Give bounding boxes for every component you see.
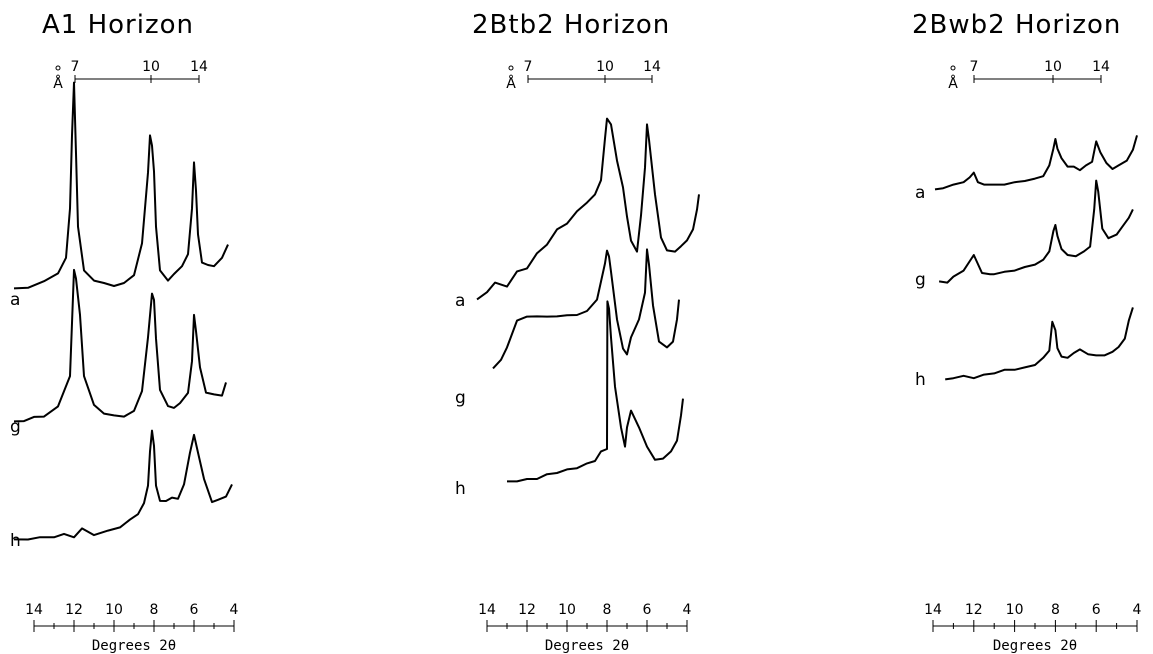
diffraction-trace-h [13,429,233,541]
x-axis-label: Degrees 2θ [545,638,629,654]
x-tick-label: 12 [518,602,536,618]
x-tick-label: 4 [683,602,692,618]
d-spacing-tick-label: 14 [1092,59,1110,75]
x-tick-label: 10 [558,602,576,618]
panel-title: A1 Horizon [42,10,194,40]
x-tick-label: 6 [190,602,199,618]
x-axis-label: Degrees 2θ [92,638,176,654]
x-tick-label: 8 [1051,602,1060,618]
panel-a1-horizon: A1 Horizon Å7 10 14 14 12 10 8 6 4 Degrees 2θ a g h [10,10,239,654]
panel-title: 2Btb2 Horizon [472,10,670,40]
diffraction-trace-g [13,268,227,423]
diffraction-trace-h [507,300,684,483]
diffraction-trace-h [945,307,1134,381]
sample-label: h [455,479,466,499]
angstrom-ring [950,65,956,71]
x-tick-label: 14 [478,602,496,618]
x-tick-label: 8 [603,602,612,618]
panel-2btb2-horizon: 2Btb2 Horizon Å7 10 14 14 12 10 8 6 4 Degrees 2θ a… [455,10,700,654]
sample-label: h [915,370,926,390]
d-spacing-tick-label: 14 [190,59,208,75]
x-tick-label: 12 [965,602,983,618]
d-spacing-unit: Å [506,75,516,92]
diffraction-trace-g [938,179,1134,284]
sample-label: g [10,417,21,437]
sample-label: a [455,291,465,311]
x-tick-label: 8 [150,602,159,618]
x-tick-label: 6 [1092,602,1101,618]
x-tick-label: 14 [924,602,942,618]
d-spacing-unit: Å [948,75,958,92]
sample-label: g [455,388,466,408]
sample-label: g [915,270,926,290]
x-tick-label: 14 [25,602,43,618]
d-spacing-tick-label: 7 [524,59,533,75]
x-tick-label: 4 [230,602,239,618]
x-tick-label: 6 [643,602,652,618]
sample-label: a [915,183,925,203]
d-spacing-tick-label: 10 [596,59,614,75]
x-tick-label: 10 [105,602,123,618]
d-spacing-unit: Å [53,75,63,92]
angstrom-ring [55,65,61,71]
diffraction-trace-a [13,81,229,290]
x-tick-label: 4 [1133,602,1142,618]
panel-title: 2Bwb2 Horizon [912,10,1121,40]
d-spacing-tick-label: 7 [970,59,979,75]
diffraction-trace-g [492,248,680,370]
x-tick-label: 10 [1006,602,1024,618]
d-spacing-tick-label: 7 [71,59,80,75]
d-spacing-tick-label: 10 [142,59,160,75]
sample-label: h [10,531,21,551]
sample-label: a [10,290,20,310]
d-spacing-tick-label: 10 [1044,59,1062,75]
x-axis-label: Degrees 2θ [993,638,1077,654]
diffraction-trace-a [476,117,700,301]
x-tick-label: 12 [65,602,83,618]
angstrom-ring [508,65,514,71]
d-spacing-tick-label: 14 [643,59,661,75]
diffraction-trace-a [934,135,1138,191]
panel-2bwb2-horizon: 2Bwb2 Horizon Å7 10 14 14 12 10 8 6 4 Degrees 2θ a… [912,10,1142,654]
